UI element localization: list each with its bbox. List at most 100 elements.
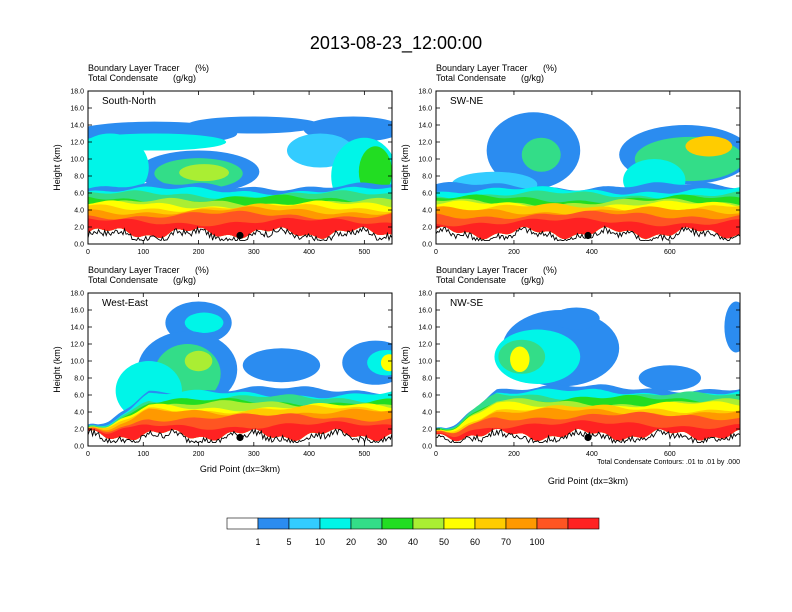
colorbar-swatch [257,517,290,530]
location-marker [236,433,244,442]
section-label: West-East [102,298,148,309]
y-tick-label: 14.0 [70,325,84,332]
y-tick-label: 6.0 [74,191,84,198]
location-marker [236,231,244,240]
y-tick-label: 2.0 [74,225,84,232]
left-unit-tracer: (%) [543,265,557,275]
y-tick-label: 12.0 [418,342,432,349]
tracer-layer [436,217,740,240]
left-title-tracer: Boundary Layer Tracer [436,265,528,275]
y-axis-label: Height (km) [52,346,62,393]
colorbar-label: 40 [408,537,418,547]
y-tick-label: 6.0 [74,393,84,400]
x-tick-label: 200 [508,451,520,458]
colorbar-label: 1 [255,537,260,547]
cloud-band [638,365,702,391]
y-tick-label: 12.0 [70,140,84,147]
left-title-condensate: Total Condensate [436,73,506,83]
colorbar-swatch [350,517,383,530]
y-tick-label: 6.0 [422,393,432,400]
contour-note: Total Condensate Contours: .01 to .01 by… [597,459,740,466]
panels: 0 100 200 300 400 500 0.0 2.0 4.0 6.0 8.0 10.0 12.0 1… [52,63,741,486]
cloud-band [242,348,321,383]
panel-nw-se: 0 200 400 600 0.0 2.0 4.0 6.0 8.0 10.0 12.0 14.0 16.… [400,265,741,486]
x-tick-label: 400 [303,249,315,256]
x-tick-label: 100 [137,249,149,256]
y-tick-label: 12.0 [70,342,84,349]
left-title-condensate: Total Condensate [88,275,158,285]
y-tick-label: 18.0 [70,291,84,298]
y-tick-label: 4.0 [422,208,432,215]
panel-south-north: 0 100 200 300 400 500 0.0 2.0 4.0 6.0 8.0 10.0 12.0 1… [52,63,393,256]
cloud-core [88,133,149,202]
cloud-core [521,137,561,172]
left-title-condensate: Total Condensate [436,275,506,285]
colorbar-swatch [505,517,538,530]
x-tick-label: 400 [586,249,598,256]
y-tick-label: 16.0 [418,106,432,113]
x-tick-label: 500 [359,249,371,256]
x-tick-label: 500 [359,451,371,458]
left-title-tracer: Boundary Layer Tracer [436,63,528,73]
y-tick-label: 16.0 [70,308,84,315]
colorbar-swatch [412,517,445,530]
plot-area [88,91,392,244]
y-axis-label: Height (km) [400,346,410,393]
panel-sw-ne: 0 200 400 600 0.0 2.0 4.0 6.0 8.0 10.0 12.0 14.0 16.… [400,63,741,256]
colorbar-swatch [474,517,507,530]
x-tick-label: 200 [508,249,520,256]
y-tick-label: 0.0 [422,444,432,451]
y-tick-label: 0.0 [74,444,84,451]
cloud-core [380,354,392,372]
colorbar-swatch [319,517,352,530]
y-tick-label: 18.0 [418,291,432,298]
plot-frame [87,90,393,245]
x-tick-label: 400 [303,451,315,458]
plot-area [436,293,740,446]
y-tick-label: 12.0 [418,140,432,147]
y-tick-label: 14.0 [70,123,84,130]
y-tick-label: 14.0 [418,123,432,130]
y-axis-label: Height (km) [400,144,410,191]
colorbar-swatch [288,517,321,530]
colorbar-label: 60 [470,537,480,547]
left-unit-condensate: (g/kg) [173,73,196,83]
section-label: SW-NE [450,96,483,107]
section-label: NW-SE [450,298,483,309]
y-tick-label: 16.0 [418,308,432,315]
y-tick-label: 8.0 [74,376,84,383]
x-tick-label: 300 [248,451,260,458]
x-tick-label: 600 [664,249,676,256]
y-tick-label: 0.0 [422,242,432,249]
left-title-tracer: Boundary Layer Tracer [88,265,180,275]
tracer-layer [88,421,392,442]
plot-area [436,91,740,244]
x-tick-label: 600 [664,451,676,458]
y-tick-label: 10.0 [70,359,84,366]
colorbar-label: 10 [315,537,325,547]
left-unit-condensate: (g/kg) [173,275,196,285]
left-unit-tracer: (%) [543,63,557,73]
left-unit-condensate: (g/kg) [521,275,544,285]
x-tick-label: 200 [193,451,205,458]
colorbar-swatch [226,517,259,530]
y-tick-label: 0.0 [74,242,84,249]
y-tick-label: 16.0 [70,106,84,113]
x-tick-label: 300 [248,249,260,256]
y-tick-label: 10.0 [70,157,84,164]
x-axis-label: Grid Point (dx=3km) [548,476,628,486]
colorbar-label: 100 [529,537,544,547]
plot-frame [87,292,393,447]
cloud-band [184,312,224,333]
tracer-layer [436,420,740,442]
x-tick-label: 200 [193,249,205,256]
cloud-band [552,307,600,330]
colorbar-label: 5 [286,537,291,547]
colorbar-label: 70 [501,537,511,547]
left-title-tracer: Boundary Layer Tracer [88,63,180,73]
y-tick-label: 10.0 [418,359,432,366]
left-unit-tracer: (%) [195,63,209,73]
panel-west-east: 0 100 200 300 400 500 0.0 2.0 4.0 6.0 8.0 10.0 12.0 1… [52,265,393,474]
x-tick-label: 0 [434,451,438,458]
